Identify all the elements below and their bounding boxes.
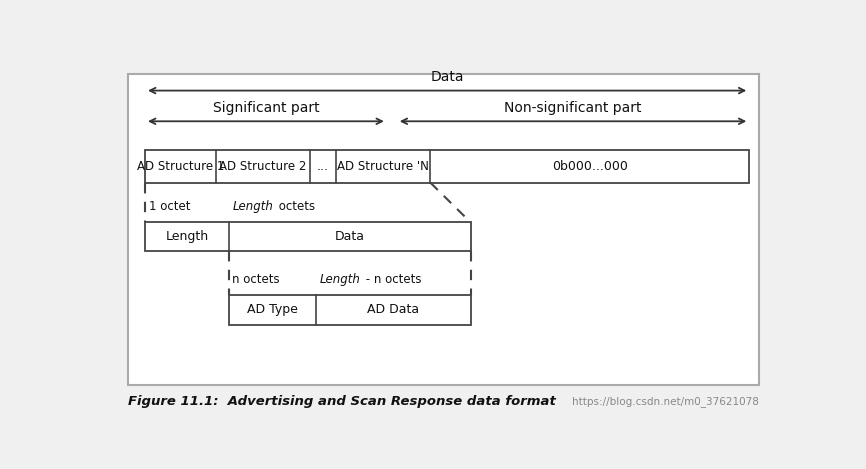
Text: n octets: n octets bbox=[232, 272, 280, 286]
Text: octets: octets bbox=[275, 200, 315, 213]
Text: Length: Length bbox=[320, 272, 360, 286]
Text: AD Structure 2: AD Structure 2 bbox=[219, 160, 307, 173]
Text: AD Data: AD Data bbox=[367, 303, 419, 317]
Text: AD Structure 1: AD Structure 1 bbox=[137, 160, 224, 173]
Bar bbox=[128, 75, 759, 385]
Text: Non-significant part: Non-significant part bbox=[504, 101, 642, 115]
Text: - n octets: - n octets bbox=[362, 272, 422, 286]
Text: 1 octet: 1 octet bbox=[149, 200, 190, 213]
Text: AD Type: AD Type bbox=[248, 303, 298, 317]
Bar bbox=[229, 295, 471, 325]
Text: https://blog.csdn.net/m0_37621078: https://blog.csdn.net/m0_37621078 bbox=[572, 396, 759, 407]
Text: Significant part: Significant part bbox=[213, 101, 320, 115]
Bar bbox=[145, 150, 749, 183]
Text: 0b000...000: 0b000...000 bbox=[552, 160, 628, 173]
Bar bbox=[145, 222, 471, 251]
Text: Figure 11.1:  Advertising and Scan Response data format: Figure 11.1: Advertising and Scan Respon… bbox=[128, 394, 556, 408]
Text: ...: ... bbox=[317, 160, 329, 173]
Text: Length: Length bbox=[232, 200, 274, 213]
Text: AD Structure 'N: AD Structure 'N bbox=[338, 160, 430, 173]
Text: Data: Data bbox=[335, 230, 365, 243]
Text: Length: Length bbox=[165, 230, 209, 243]
Text: Data: Data bbox=[430, 70, 464, 84]
